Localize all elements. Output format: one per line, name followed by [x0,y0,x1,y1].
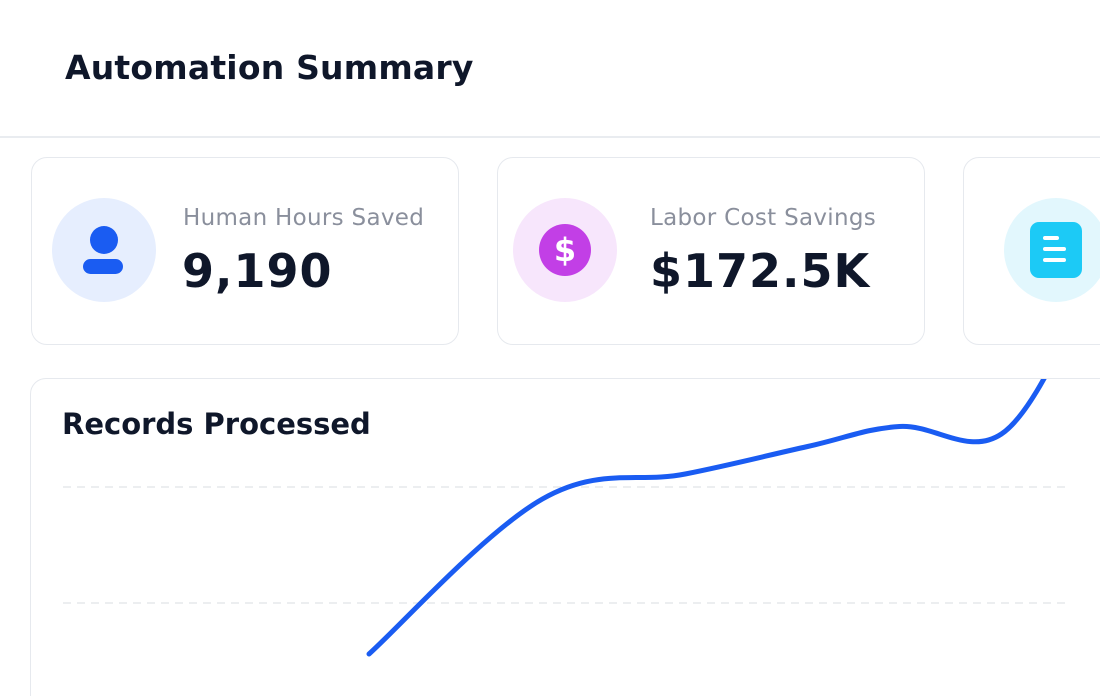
stat-card-labor-cost[interactable]: $ Labor Cost Savings $172.5K [497,157,925,345]
document-icon [1004,198,1100,302]
stat-value: 9,190 [182,244,333,298]
records-processed-chart [63,379,1071,657]
page-title: Automation Summary [65,48,474,87]
series-line [366,379,1047,657]
records-processed-card: Records Processed [30,378,1100,696]
stat-label: Labor Cost Savings [650,205,877,231]
page-header: Automation Summary [0,0,1100,138]
stat-value: $172.5K [650,244,871,298]
chart-title: Records Processed [62,407,371,441]
stat-card-human-hours[interactable]: Human Hours Saved 9,190 [31,157,459,345]
svg-text:$: $ [554,231,576,269]
dollar-icon: $ [513,198,617,302]
user-icon [52,198,156,302]
stat-label: Human Hours Saved [183,205,425,231]
stat-card-records[interactable] [963,157,1100,345]
